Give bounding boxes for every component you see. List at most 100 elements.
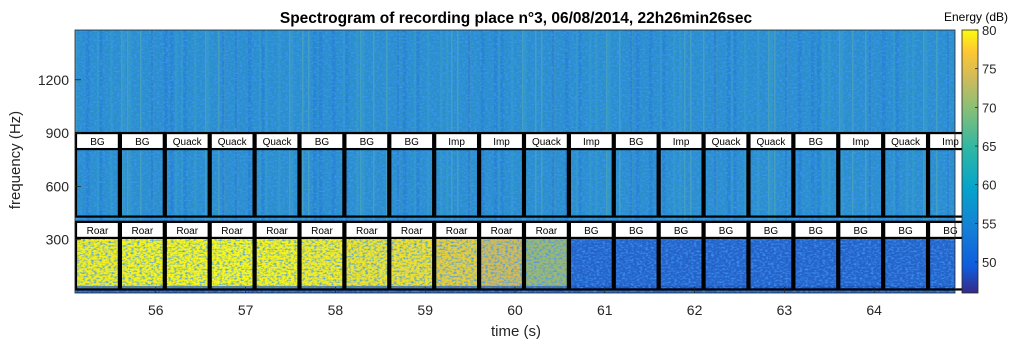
segment-label: BG bbox=[90, 137, 105, 148]
segment-label-box bbox=[299, 220, 345, 240]
x-axis: 56 57 58 59 60 61 62 63 64 bbox=[148, 287, 882, 318]
segment-label: BG bbox=[315, 137, 330, 148]
segment-low-14: BG bbox=[703, 220, 749, 291]
segment-mid-13: Imp bbox=[658, 131, 704, 218]
segment-low-6: Roar bbox=[344, 220, 390, 291]
segment-label-box bbox=[434, 131, 480, 151]
segment-label: BG bbox=[898, 226, 913, 237]
segment-label: Imp bbox=[583, 137, 600, 148]
segment-label-box bbox=[254, 131, 300, 151]
segment-label-box bbox=[478, 131, 525, 151]
segment-label-box bbox=[344, 131, 390, 151]
segment-label: Roar bbox=[132, 226, 154, 237]
segment-label: Quack bbox=[532, 137, 562, 148]
segment-label-box bbox=[389, 220, 435, 240]
segment-label-box bbox=[344, 220, 390, 240]
segment-label: Quack bbox=[263, 137, 293, 148]
segment-label: Roar bbox=[536, 226, 558, 237]
y-tick-label: 600 bbox=[46, 178, 70, 194]
segment-low-7: Roar bbox=[389, 220, 435, 291]
x-tick-label: 63 bbox=[777, 302, 793, 318]
segment-label-box bbox=[209, 131, 255, 151]
colorbar-tick-label: 65 bbox=[982, 139, 996, 154]
segment-label-box bbox=[793, 220, 839, 240]
segment-label-box bbox=[883, 220, 929, 240]
segment-low-4: Roar bbox=[254, 220, 300, 291]
segment-mid-3: Quack bbox=[209, 131, 255, 218]
segment-low-5: Roar bbox=[299, 220, 345, 291]
segment-label: BG bbox=[853, 226, 868, 237]
segment-label-box bbox=[523, 220, 569, 240]
segment-low-16: BG bbox=[793, 220, 839, 291]
segment-label: BG bbox=[809, 137, 824, 148]
segment-label: Roar bbox=[446, 226, 468, 237]
colorbar-tick-label: 80 bbox=[982, 23, 996, 38]
segment-label-box bbox=[523, 131, 569, 151]
colorbar-tick-label: 50 bbox=[982, 255, 996, 270]
segment-label-box bbox=[74, 131, 120, 151]
segment-label-box bbox=[793, 131, 839, 151]
segment-low-3: Roar bbox=[209, 220, 255, 291]
segment-mid-14: Quack bbox=[703, 131, 749, 218]
segment-mid-5: BG bbox=[299, 131, 345, 218]
segment-label-box bbox=[254, 220, 300, 240]
spectrogram-texture bbox=[75, 30, 955, 293]
segment-low-17: BG bbox=[838, 220, 884, 291]
segment-mid-0: BG bbox=[74, 131, 120, 218]
segment-label-box bbox=[568, 131, 614, 151]
segment-label: Imp bbox=[852, 137, 869, 148]
y-axis: 300 600 900 1200 bbox=[38, 72, 81, 248]
segment-label: Quack bbox=[218, 137, 248, 148]
segment-label-box bbox=[658, 131, 704, 151]
segment-low-1: Roar bbox=[119, 220, 165, 291]
segment-label: BG bbox=[629, 137, 644, 148]
segment-mid-12: BG bbox=[613, 131, 659, 218]
segment-label: Roar bbox=[356, 226, 378, 237]
segment-label-box bbox=[613, 131, 659, 151]
segment-annotations: BG BG Quack Quack Quack BG BG BG Imp Imp Quack Imp B… bbox=[74, 131, 974, 291]
segment-mid-8: Imp bbox=[434, 131, 480, 218]
x-axis-label: time (s) bbox=[491, 323, 541, 340]
x-tick-label: 59 bbox=[417, 302, 433, 318]
segment-label: Roar bbox=[87, 226, 109, 237]
segment-mid-17: Imp bbox=[838, 131, 884, 218]
segment-label-box bbox=[883, 131, 929, 151]
segment-low-15: BG bbox=[748, 220, 794, 291]
segment-mid-15: Quack bbox=[748, 131, 794, 218]
segment-label-box bbox=[748, 220, 794, 240]
segment-label: BG bbox=[719, 226, 734, 237]
x-tick-label: 62 bbox=[687, 302, 703, 318]
colorbar-tick-label: 75 bbox=[982, 62, 996, 77]
segment-label: Roar bbox=[176, 226, 198, 237]
colorbar-label: Energy (dB) bbox=[944, 10, 1008, 24]
segment-mid-1: BG bbox=[119, 131, 165, 218]
segment-label: BG bbox=[764, 226, 779, 237]
segment-label-box bbox=[164, 131, 210, 151]
segment-low-2: Roar bbox=[164, 220, 210, 291]
colorbar: 50 55 60 65 70 75 80 bbox=[961, 23, 996, 294]
colorbar-tick-label: 70 bbox=[982, 100, 996, 115]
x-tick-label: 58 bbox=[328, 302, 344, 318]
segment-label-box bbox=[74, 220, 120, 240]
x-tick-label: 60 bbox=[507, 302, 523, 318]
segment-label-box bbox=[119, 220, 165, 240]
y-tick-label: 900 bbox=[46, 125, 70, 141]
segment-low-13: BG bbox=[658, 220, 704, 291]
segment-label-box bbox=[389, 131, 435, 151]
segment-label-box bbox=[838, 220, 884, 240]
segment-label: BG bbox=[629, 226, 644, 237]
segment-mid-9: Imp bbox=[478, 131, 525, 218]
segment-low-8: Roar bbox=[434, 220, 480, 291]
segment-low-11: BG bbox=[568, 220, 614, 291]
segment-low-12: BG bbox=[613, 220, 659, 291]
segment-label: BG bbox=[943, 226, 958, 237]
segment-label: Imp bbox=[673, 137, 690, 148]
segment-label: Roar bbox=[311, 226, 333, 237]
segment-low-18: BG bbox=[883, 220, 929, 291]
segment-label-box bbox=[209, 220, 255, 240]
segment-label-box bbox=[478, 220, 525, 240]
segment-label: Roar bbox=[266, 226, 288, 237]
segment-mid-18: Quack bbox=[883, 131, 929, 218]
x-tick-label: 57 bbox=[238, 302, 254, 318]
segment-label-box bbox=[703, 220, 749, 240]
